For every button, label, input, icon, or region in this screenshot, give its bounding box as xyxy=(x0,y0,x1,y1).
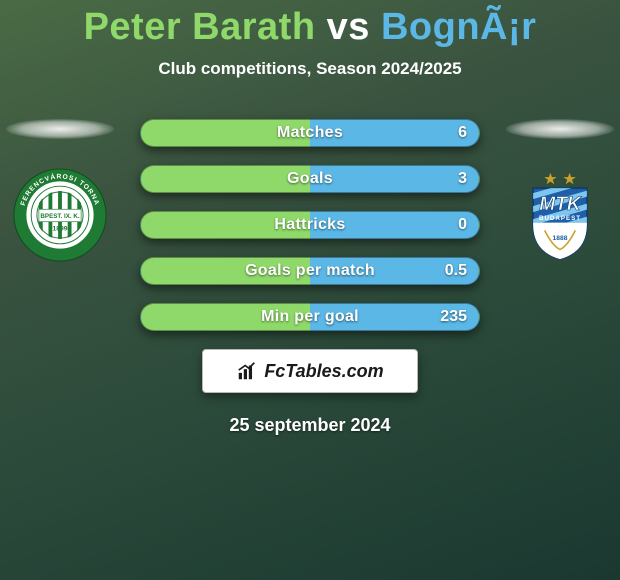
stat-right-value: 235 xyxy=(440,308,467,326)
spotlight-ellipse-right xyxy=(506,119,614,139)
stat-label: Hattricks xyxy=(274,216,345,234)
team-left-column: FERENCVÁROSI TORNA CLUB BPES xyxy=(0,119,120,263)
svg-text:BUDAPEST: BUDAPEST xyxy=(539,215,581,222)
stat-right-value: 3 xyxy=(458,170,467,188)
svg-text:1899: 1899 xyxy=(53,225,68,232)
comparison-title: Peter Barath vs BognÃ¡r xyxy=(0,0,620,49)
vs-label: vs xyxy=(327,6,370,48)
stat-row-hattricks: Hattricks 0 xyxy=(140,211,480,239)
stat-row-matches: Matches 6 xyxy=(140,119,480,147)
stat-label: Goals per match xyxy=(245,262,375,280)
stat-row-min-per-goal: Min per goal 235 xyxy=(140,303,480,331)
spotlight-ellipse-left xyxy=(6,119,114,139)
stat-label: Matches xyxy=(277,124,343,142)
ferencvaros-crest: FERENCVÁROSI TORNA CLUB BPES xyxy=(12,167,108,263)
stat-right-value: 0 xyxy=(458,216,467,234)
stat-bar-list: Matches 6 Goals 3 Hattricks 0 Goals per … xyxy=(140,119,480,331)
promo-brand-text: FcTables.com xyxy=(264,361,383,382)
svg-text:1888: 1888 xyxy=(553,235,568,242)
stat-right-value: 6 xyxy=(458,124,467,142)
stat-label: Min per goal xyxy=(261,308,359,326)
mtk-budapest-crest: MTK BUDAPEST 1888 xyxy=(512,167,608,263)
content-area: FERENCVÁROSI TORNA CLUB BPES xyxy=(0,119,620,436)
stat-row-goals: Goals 3 xyxy=(140,165,480,193)
fctables-promo[interactable]: FcTables.com xyxy=(202,349,418,393)
svg-text:MTK: MTK xyxy=(539,194,583,215)
subtitle: Club competitions, Season 2024/2025 xyxy=(0,59,620,79)
team-right-column: MTK BUDAPEST 1888 xyxy=(500,119,620,263)
bar-chart-icon xyxy=(236,360,258,382)
date-text: 25 september 2024 xyxy=(0,415,620,436)
player2-name: BognÃ¡r xyxy=(381,6,536,48)
svg-text:BPEST. IX. K.: BPEST. IX. K. xyxy=(40,213,79,220)
stat-right-value: 0.5 xyxy=(445,262,467,280)
player1-name: Peter Barath xyxy=(84,6,316,48)
stat-label: Goals xyxy=(287,170,333,188)
stat-row-goals-per-match: Goals per match 0.5 xyxy=(140,257,480,285)
